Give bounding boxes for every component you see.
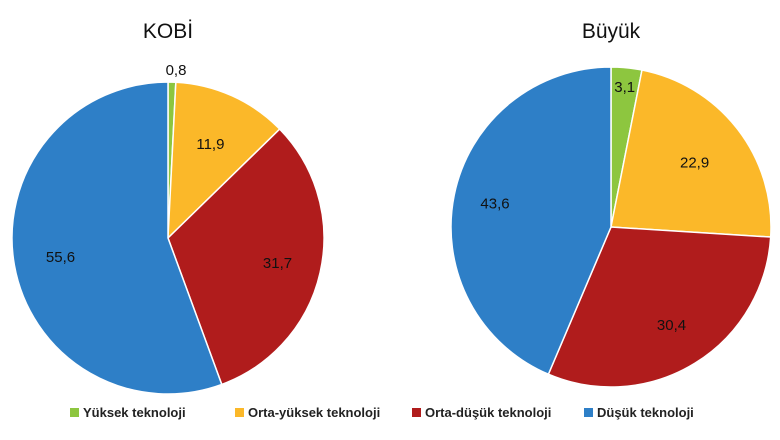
legend-swatch-dusuk: [584, 408, 593, 417]
legend: Yüksek teknoloji Orta-yüksek teknoloji Ort…: [70, 405, 694, 420]
pie-slice-dusuk: [450, 66, 612, 376]
data-label-dusuk: 55,6: [46, 249, 75, 266]
legend-label-dusuk: Düşük teknoloji: [597, 405, 694, 420]
legend-swatch-orta-yuksek: [235, 408, 244, 417]
pie-title-kobi: KOBİ: [143, 20, 193, 43]
pie-slice-orta-yuksek: [610, 69, 772, 238]
pie-slice-orta-dusuk: [547, 226, 772, 388]
data-label-orta-yuksek: 22,9: [680, 155, 709, 172]
data-label-orta-yuksek: 11,9: [196, 136, 224, 153]
pie-buyuk-slices: [450, 66, 772, 388]
pie-slice-orta-yuksek: [167, 81, 281, 240]
data-label-yuksek: 0,8: [166, 62, 187, 79]
legend-label-yuksek: Yüksek teknoloji: [83, 405, 186, 420]
legend-label-orta-dusuk: Orta-düşük teknoloji: [425, 405, 551, 420]
data-label-orta-dusuk: 31,7: [263, 255, 292, 272]
pie-kobi-labels: 0,8 11,9 31,7 55,6: [46, 62, 292, 272]
pie-buyuk: Büyük 3,1 22,9 30,4 43,6: [450, 20, 772, 388]
data-label-orta-dusuk: 30,4: [657, 317, 686, 334]
pie-title-buyuk: Büyük: [582, 20, 641, 43]
legend-swatch-yuksek: [70, 408, 79, 417]
pie-kobi-slices: [11, 81, 325, 395]
legend-label-orta-yuksek: Orta-yüksek teknoloji: [248, 405, 380, 420]
pie-slice-orta-dusuk: [167, 128, 325, 386]
pie-slice-dusuk: [11, 81, 223, 395]
data-label-dusuk: 43,6: [480, 195, 509, 212]
pie-buyuk-labels: 3,1 22,9 30,4 43,6: [480, 79, 709, 334]
data-label-yuksek: 3,1: [614, 79, 635, 96]
pie-kobi: KOBİ 0,8 11,9 31,7 55,6: [11, 20, 325, 395]
legend-swatch-orta-dusuk: [412, 408, 421, 417]
